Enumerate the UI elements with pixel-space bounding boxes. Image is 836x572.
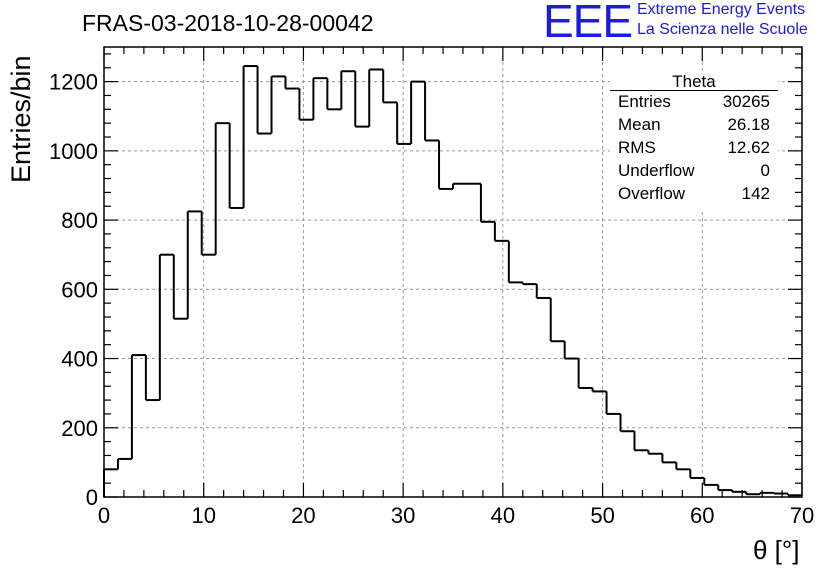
y-tick-label: 600: [61, 277, 98, 302]
stats-key: Overflow: [618, 184, 686, 203]
stats-divider: [610, 90, 778, 91]
stats-value: 26.18: [727, 115, 770, 134]
stats-row-mean: Mean 26.18: [618, 115, 770, 137]
stats-row-entries: Entries 30265: [618, 92, 770, 114]
stats-row-overflow: Overflow 142: [618, 184, 770, 206]
x-tick-label: 10: [191, 503, 215, 528]
x-tick-label: 60: [690, 503, 714, 528]
x-tick-label: 50: [590, 503, 614, 528]
plot-frame: [103, 46, 803, 498]
stats-value: 30265: [722, 92, 770, 111]
stats-title: Theta: [672, 72, 716, 91]
x-tick-label: 40: [491, 503, 515, 528]
x-tick-label: 70: [790, 503, 814, 528]
y-tick-label: 200: [61, 416, 98, 441]
eee-logo: EEE Extreme Energy Events La Scienza nel…: [543, 0, 836, 44]
stats-key: Underflow: [618, 161, 695, 180]
stats-box: Theta Entries 30265 Mean 26.18 RMS 12.62…: [610, 72, 778, 212]
stats-key: Entries: [618, 92, 671, 111]
stats-value: 0: [760, 161, 770, 180]
logo-line-extreme-energy-events: Extreme Energy Events: [637, 1, 806, 18]
stats-key: RMS: [618, 138, 656, 157]
stats-key: Mean: [618, 115, 661, 134]
eee-logo-mark: EEE: [543, 0, 633, 47]
y-tick-label: 1200: [49, 70, 98, 95]
y-tick-label: 1000: [49, 139, 98, 164]
histogram-series: [103, 65, 802, 497]
stats-value: 12.62: [727, 138, 770, 157]
y-axis-label: Entries/bin: [6, 55, 36, 183]
y-tick-label: 400: [61, 347, 98, 372]
stats-row-rms: RMS 12.62: [618, 138, 770, 160]
x-tick-label: 0: [98, 503, 110, 528]
logo-line-scienza-scuole: La Scienza nelle Scuole: [637, 21, 808, 38]
grid-lines: [104, 47, 802, 497]
axis-ticks: [103, 47, 803, 498]
stats-row-underflow: Underflow 0: [618, 161, 770, 183]
x-tick-label: 30: [391, 503, 415, 528]
x-axis-label: θ [°]: [753, 535, 800, 565]
tick-labels: 0 10 20 30 40 50 60 70 0 200 400 600 800 1000 1200: [49, 70, 814, 528]
stats-value: 142: [741, 184, 770, 203]
plot-border: [103, 46, 803, 498]
y-tick-label: 0: [86, 485, 98, 510]
y-tick-label: 800: [61, 208, 98, 233]
x-tick-label: 20: [291, 503, 315, 528]
chart-title: FRAS-03-2018-10-28-00042: [82, 10, 374, 36]
